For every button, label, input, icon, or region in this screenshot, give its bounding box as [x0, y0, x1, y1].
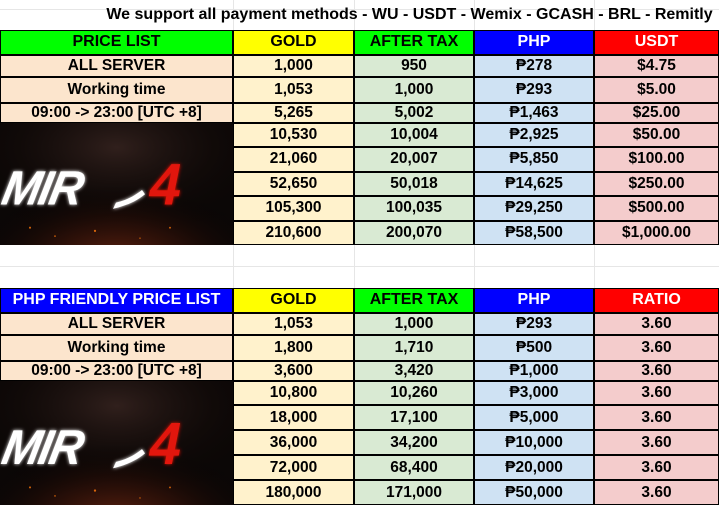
svg-text:MIR: MIR: [0, 421, 89, 475]
svg-text:MIR: MIR: [0, 162, 89, 216]
